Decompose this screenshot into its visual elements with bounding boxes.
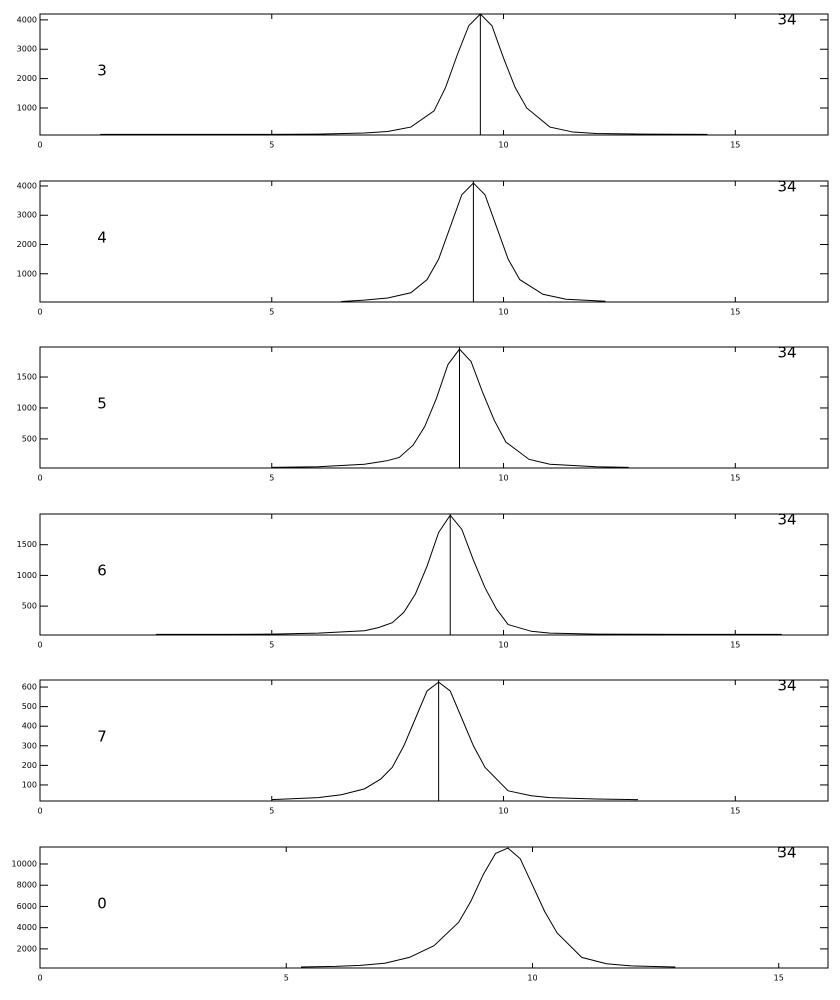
data-line (271, 681, 638, 801)
x-tick-label: 15 (730, 141, 740, 150)
x-tick-label: 15 (730, 308, 740, 317)
corner-label: 34 (777, 178, 796, 196)
y-tick-label: 4000 (17, 923, 37, 932)
x-tick-label: 5 (284, 974, 289, 983)
x-tick-label: 5 (269, 807, 274, 816)
x-tick-label: 0 (37, 974, 42, 983)
x-tick-label: 0 (37, 807, 42, 816)
data-line (155, 514, 782, 635)
panel-label: 3 (97, 62, 107, 80)
y-tick-label: 200 (22, 761, 37, 770)
panel-label: 5 (97, 395, 107, 413)
y-tick-label: 600 (22, 683, 37, 692)
x-tick-label: 10 (498, 641, 508, 650)
y-tick-label: 500 (22, 434, 37, 443)
panel-label: 7 (97, 728, 107, 746)
x-tick-label: 10 (498, 308, 508, 317)
corner-label: 34 (777, 11, 796, 29)
x-tick-label: 15 (730, 807, 740, 816)
x-tick-label: 5 (269, 641, 274, 650)
y-tick-label: 6000 (17, 902, 37, 911)
corner-label: 34 (777, 844, 796, 862)
plot-frame (39, 180, 829, 303)
y-tick-label: 1000 (17, 269, 37, 278)
x-tick-label: 0 (37, 308, 42, 317)
corner-label: 34 (777, 344, 796, 362)
y-tick-label: 4000 (17, 181, 37, 190)
x-tick-label: 10 (498, 141, 508, 150)
corner-label: 34 (777, 511, 796, 529)
y-tick-label: 100 (22, 780, 37, 789)
y-tick-label: 2000 (17, 240, 37, 249)
panel-label: 6 (97, 562, 107, 580)
y-tick-label: 8000 (17, 881, 37, 890)
plot-frame (39, 13, 829, 136)
panel-label: 4 (97, 229, 107, 247)
x-tick-label: 0 (37, 641, 42, 650)
y-tick-label: 1000 (17, 403, 37, 412)
x-tick-label: 15 (730, 641, 740, 650)
panel-label: 0 (97, 895, 107, 913)
x-tick-label: 5 (269, 308, 274, 317)
x-tick-label: 10 (498, 807, 508, 816)
x-tick-label: 5 (269, 474, 274, 483)
data-line (341, 182, 606, 303)
y-tick-label: 3000 (17, 45, 37, 54)
y-tick-label: 300 (22, 741, 37, 750)
y-tick-label: 2000 (17, 944, 37, 953)
x-tick-label: 15 (730, 474, 740, 483)
y-tick-label: 10000 (12, 859, 37, 868)
data-line (301, 847, 676, 968)
corner-label: 34 (777, 677, 796, 695)
y-tick-label: 1000 (17, 571, 37, 580)
data-line (271, 348, 629, 468)
y-tick-label: 2000 (17, 74, 37, 83)
y-tick-label: 3000 (17, 211, 37, 220)
y-tick-label: 500 (22, 702, 37, 711)
data-line (100, 13, 708, 135)
y-tick-label: 1000 (17, 103, 37, 112)
x-tick-label: 15 (774, 974, 784, 983)
plot-frame (39, 513, 829, 636)
y-tick-label: 1500 (17, 373, 37, 382)
y-tick-label: 400 (22, 722, 37, 731)
y-tick-label: 1500 (17, 540, 37, 549)
y-tick-label: 500 (22, 602, 37, 611)
y-tick-label: 4000 (17, 15, 37, 24)
x-tick-label: 0 (37, 141, 42, 150)
x-tick-label: 10 (527, 974, 537, 983)
plot-frame (39, 679, 829, 802)
x-tick-label: 5 (269, 141, 274, 150)
x-tick-label: 10 (498, 474, 508, 483)
plot-frame (39, 346, 829, 469)
plot-frame (39, 846, 829, 969)
x-tick-label: 0 (37, 474, 42, 483)
